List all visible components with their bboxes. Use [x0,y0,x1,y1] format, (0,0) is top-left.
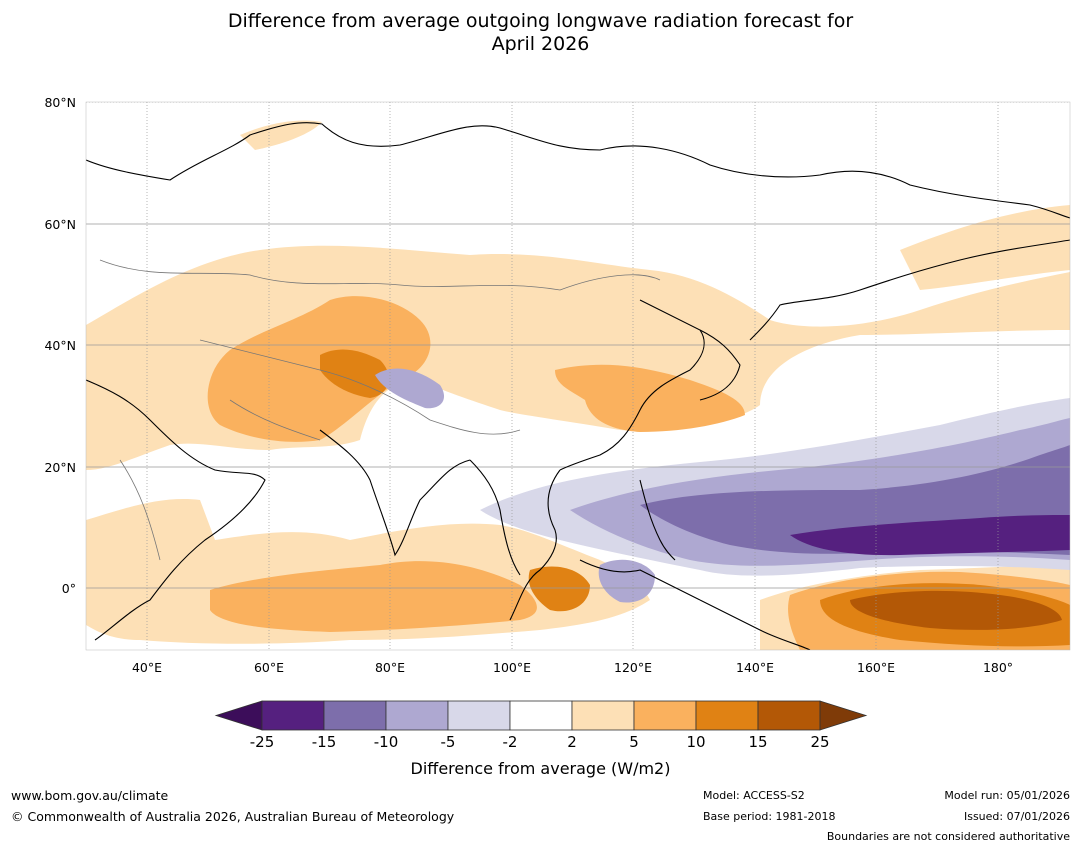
colorbar-extend-low [214,700,263,731]
lon-label-80e: 80°E [374,660,406,675]
colorbar-tick: 5 [629,733,639,751]
lon-label-100e: 100°E [492,660,532,675]
boundaries-disclaimer: Boundaries are not considered authoritat… [826,830,1070,843]
anomaly-fill-north-rim [240,120,322,150]
colorbar-tick: 25 [810,733,830,751]
colorbar-extend-high [819,700,868,731]
colorbar-tick: -5 [440,733,456,751]
lat-label-40n: 40°N [44,338,76,353]
colorbar-segment [447,700,511,731]
lon-label-120e: 120°E [613,660,653,675]
anomaly-fill-east-band [900,205,1070,290]
copyright-text: © Commonwealth of Australia 2026, Austra… [11,809,455,824]
colorbar-tick: -15 [311,733,337,751]
lat-label-equator: 0° [61,581,76,596]
anomaly-fill-himalaya-purple [375,368,445,409]
colorbar-segment [261,700,325,731]
olr-anomaly-map [85,101,1071,651]
colorbar-tick: -25 [249,733,275,751]
gridlines [86,102,1070,650]
colorbar-segment [571,700,635,731]
colorbar-segment [323,700,387,731]
lat-label-60n: 60°N [44,217,76,232]
anomaly-fill-east-china [555,364,745,432]
anomaly-fill-tibet-core [320,349,389,398]
coastlines [86,122,1070,650]
lat-label-80n: 80°N [44,95,76,110]
lon-label-40e: 40°E [131,660,163,675]
chart-title: Difference from average outgoing longwav… [0,10,1081,56]
colorbar-tick: 2 [567,733,577,751]
colorbar [214,700,868,731]
colorbar-tick: 10 [686,733,706,751]
colorbar-segment [633,700,697,731]
website-link[interactable]: www.bom.gov.au/climate [11,788,169,803]
colorbar-tick: -2 [502,733,518,751]
anomaly-fill-tibet [207,296,431,442]
issued-date: Issued: 07/01/2026 [963,810,1070,823]
title-line-2: April 2026 [491,33,590,55]
base-period: Base period: 1981-2018 [703,810,836,823]
colorbar-segment [695,700,759,731]
colorbar-tick: -10 [373,733,399,751]
anomaly-fill-pacific-core [850,590,1062,630]
lon-label-60e: 60°E [253,660,285,675]
model-name: Model: ACCESS-S2 [703,789,805,802]
lon-label-140e: 140°E [735,660,775,675]
anomaly-fill-maritime [528,566,590,612]
lon-label-180: 180° [982,660,1014,675]
colorbar-segment [509,700,573,731]
colorbar-title: Difference from average (W/m2) [410,759,671,778]
map-frame [85,101,1071,651]
colorbar-segment [385,700,449,731]
title-line-1: Difference from average outgoing longwav… [227,10,854,32]
lat-label-20n: 20°N [44,460,76,475]
lon-label-160e: 160°E [856,660,896,675]
colorbar-segment [757,700,821,731]
anomaly-fill-indian-ocean [210,561,537,632]
model-run-date: Model run: 05/01/2026 [944,789,1070,802]
country-borders [99,259,661,561]
anomaly-fill-pacific-deepest [790,515,1070,556]
colorbar-tick: 15 [748,733,768,751]
